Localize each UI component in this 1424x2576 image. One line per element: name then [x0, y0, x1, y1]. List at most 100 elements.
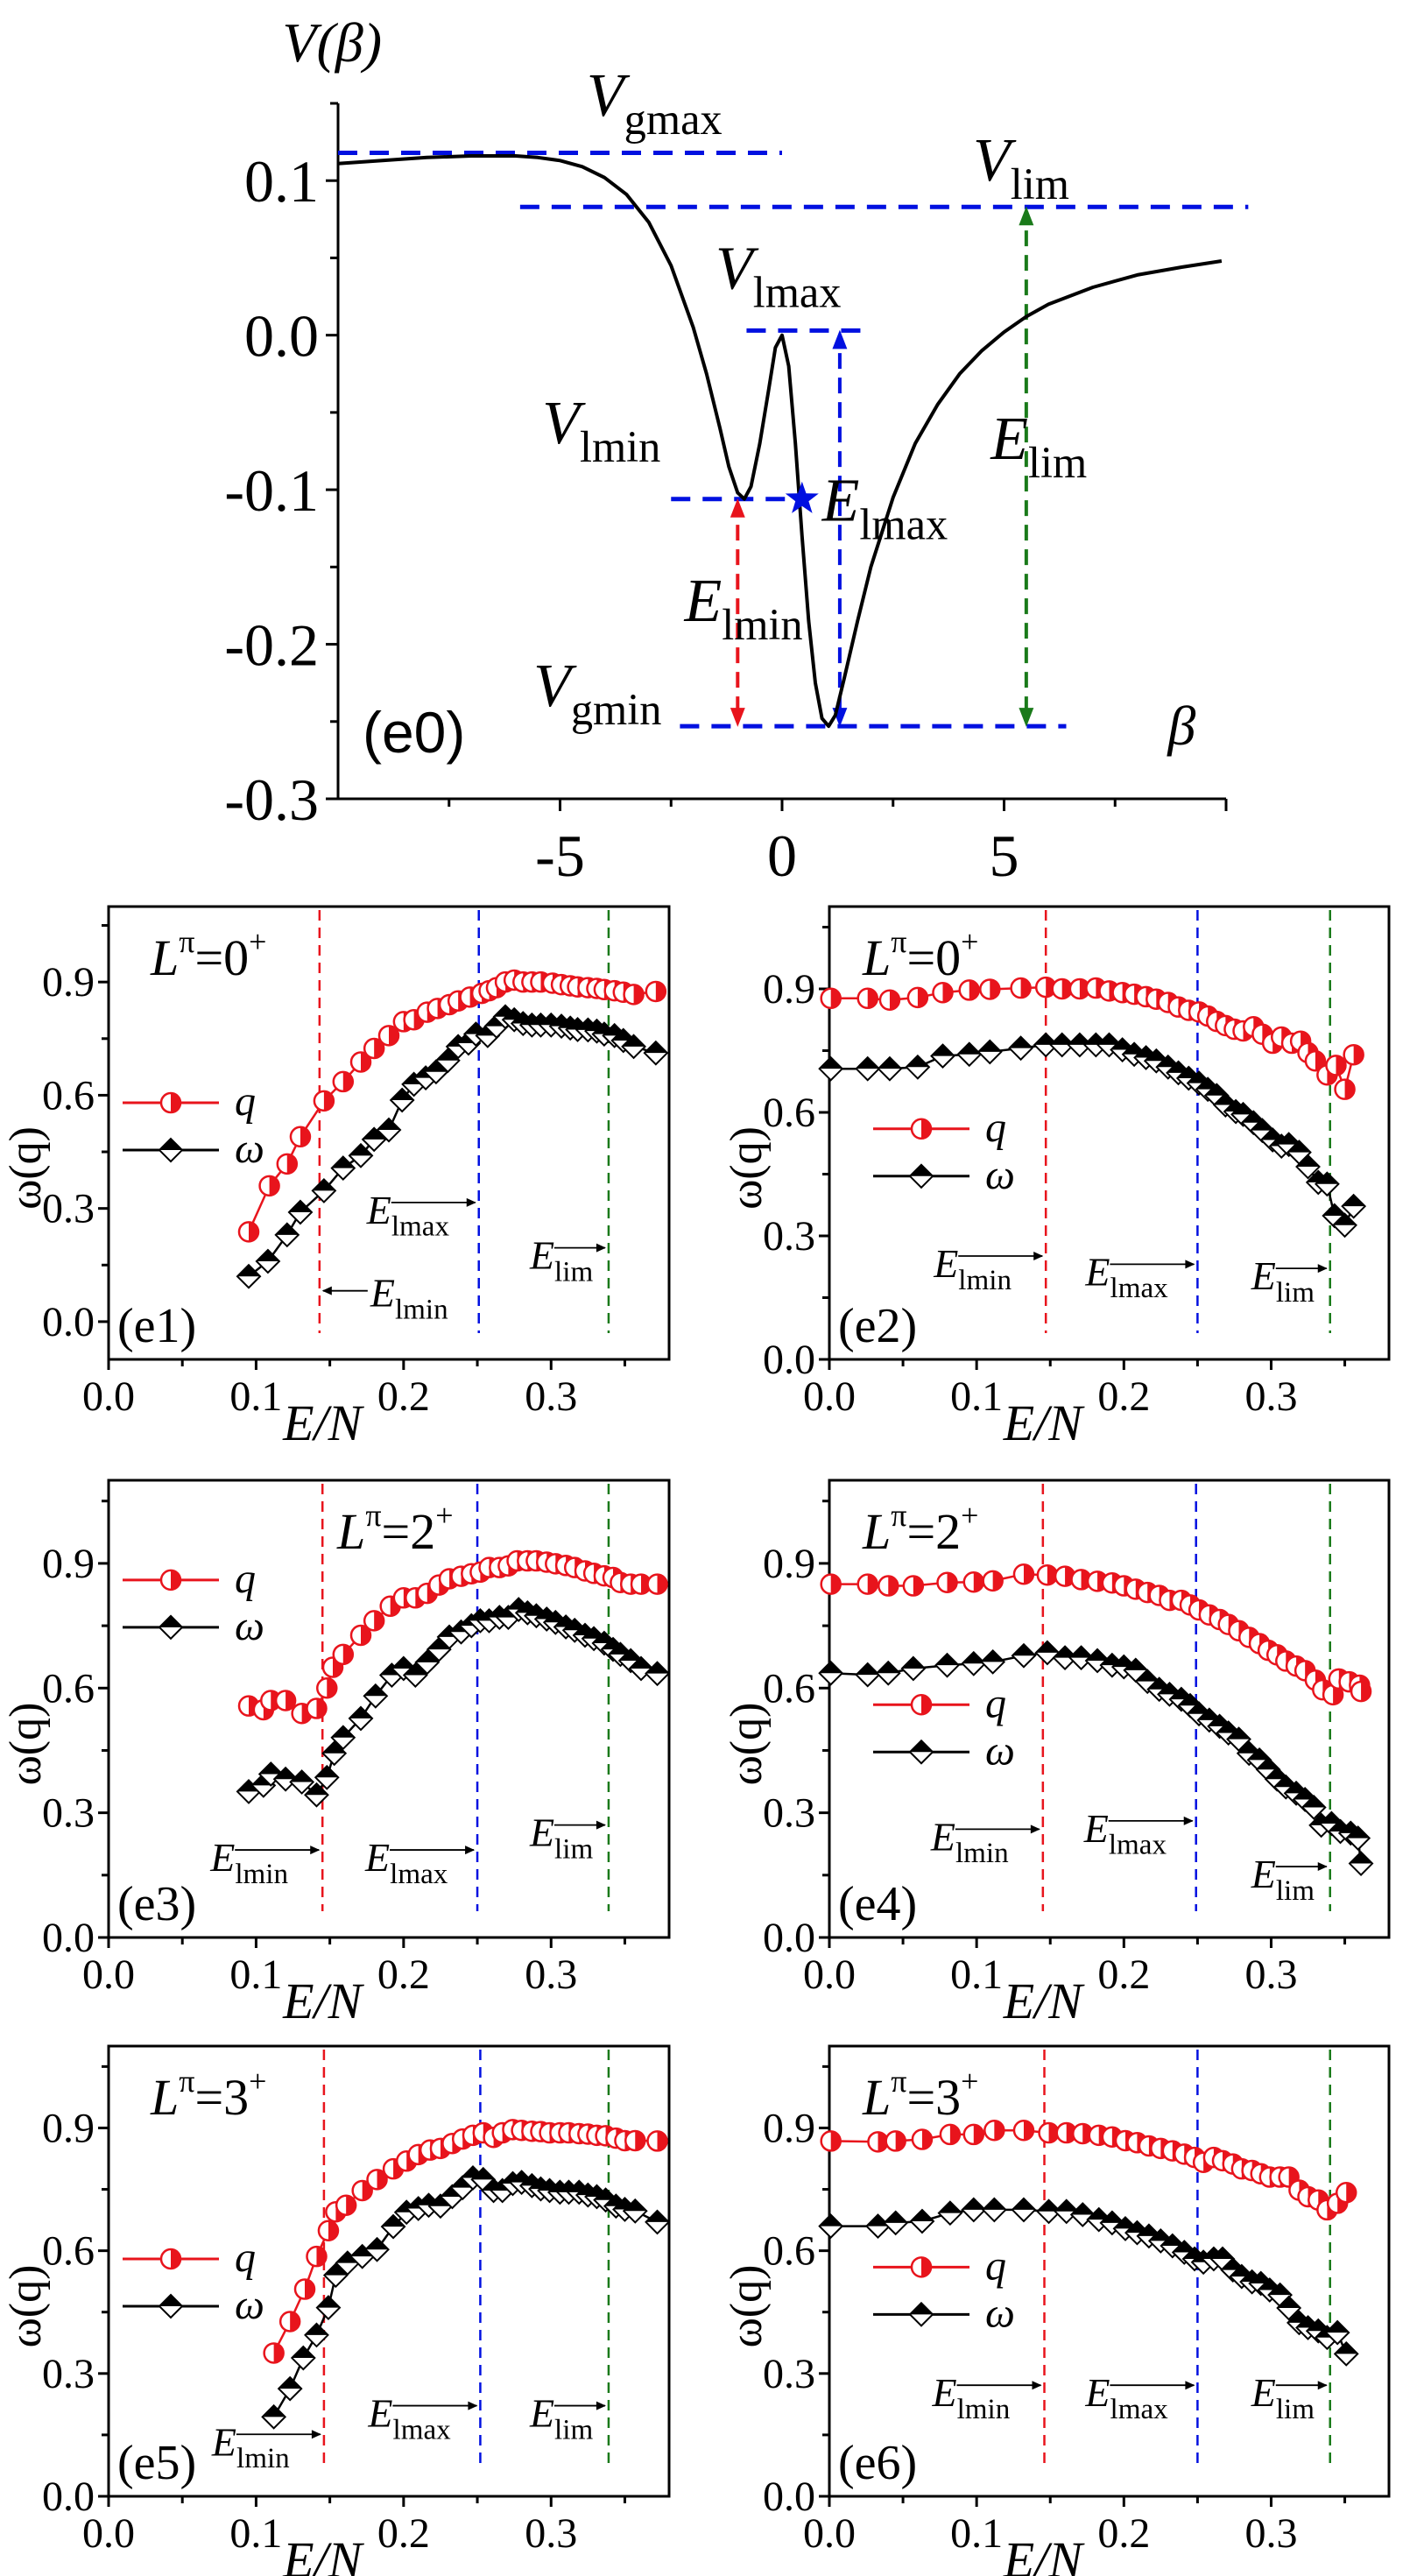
marker-fill: [635, 2130, 645, 2150]
x-tick-label: 0.3: [525, 1373, 577, 1420]
data-point: [979, 978, 1001, 1000]
marker-fill: [1137, 2224, 1160, 2236]
marker-fill: [346, 2195, 356, 2215]
x-tick-label: 0.0: [803, 1373, 856, 1420]
marker-fill: [901, 1656, 925, 1669]
data-point: [905, 1054, 931, 1080]
marker-fill: [992, 1570, 1003, 1591]
state-label: Lπ=0+: [862, 924, 978, 986]
marker-fill: [622, 1034, 645, 1047]
data-point: [1049, 1032, 1075, 1058]
marker-fill: [947, 1572, 957, 1592]
series-line: [247, 978, 656, 1232]
marker-fill: [1197, 1708, 1221, 1720]
data-point: [623, 984, 645, 1006]
y-tick-label: -0.1: [224, 457, 319, 524]
marker-fill: [274, 1768, 298, 1780]
data-point: [1343, 1043, 1364, 1066]
marker-fill: [1251, 1119, 1274, 1131]
x-tick-label: 0.1: [229, 1951, 282, 1998]
data-point: [982, 1570, 1004, 1592]
x-tick-label: 0.3: [1244, 1951, 1297, 1998]
data-point: [883, 2210, 909, 2236]
legend-marker: [159, 1569, 182, 1591]
legend-label: q: [235, 2234, 256, 2281]
marker-fill: [292, 2347, 315, 2359]
label-e-lmax-text: Elmax: [366, 1188, 450, 1243]
marker-fill: [910, 2209, 934, 2221]
data-point: [380, 2213, 406, 2240]
data-point: [236, 1263, 262, 1289]
data-point: [906, 986, 929, 1009]
data-point: [645, 2209, 670, 2235]
y-tick-label: 0.0: [763, 1337, 815, 1383]
vline-label-lmin: Elmin: [209, 1835, 321, 1890]
data-point: [875, 1660, 901, 1686]
label-e-lmax-text: Elmax: [1083, 1806, 1167, 1861]
data-point: [962, 1571, 985, 1593]
data-point: [287, 1199, 314, 1225]
annotation-v-lmax: Vlmax: [716, 236, 842, 317]
data-point: [272, 1766, 299, 1792]
arrow-head: [468, 2401, 478, 2410]
arrow-head: [1032, 2381, 1042, 2390]
marker-fill: [1048, 2123, 1059, 2143]
data-point: [1068, 1645, 1094, 1671]
panel-label: (e2): [838, 1299, 917, 1353]
data-point: [961, 1650, 987, 1676]
label-e-lmin-text: Elmin: [211, 2419, 290, 2474]
data-point: [983, 2120, 1005, 2142]
marker-fill: [931, 1044, 955, 1056]
marker-fill: [949, 2124, 960, 2144]
label-e-lmin: Elmin: [209, 1835, 288, 1890]
legend: qω: [123, 2234, 264, 2328]
legend-entry-q: q: [873, 1680, 1006, 1726]
data-point: [402, 1662, 428, 1688]
y-tick-label: 0.3: [42, 2351, 95, 2397]
data-point: [1012, 1563, 1035, 1585]
marker-fill: [316, 2247, 327, 2267]
x-tick-label: 0.2: [1097, 1373, 1150, 1420]
marker-fill: [657, 1574, 667, 1594]
legend-label: ω: [235, 1603, 264, 1649]
legend-entry-omega: ω: [873, 1727, 1015, 1774]
vline-label-lmax: Elmax: [367, 2391, 478, 2445]
data-point: [980, 1648, 1006, 1675]
legend-label: ω: [985, 2290, 1015, 2336]
label-e-lmax: Elmax: [1084, 2370, 1168, 2425]
data-point: [1341, 1193, 1367, 1219]
marker-fill: [365, 2238, 389, 2250]
marker-fill: [1274, 1775, 1298, 1788]
label-e-lim: Elim: [529, 1810, 594, 1866]
data-point: [293, 2278, 316, 2300]
arrow-head: [1317, 1264, 1328, 1274]
data-point: [1171, 2240, 1197, 2265]
series-omega: [818, 1640, 1374, 1876]
marker-fill: [630, 1656, 652, 1669]
legend-marker: [910, 1118, 933, 1140]
legend: qω: [873, 1680, 1015, 1774]
vline-label-lmin: Elmin: [321, 1271, 448, 1325]
marker-fill: [1342, 1195, 1365, 1207]
legend-label: q: [985, 1105, 1006, 1151]
marker-fill: [427, 1638, 451, 1650]
legend-marker: [158, 2293, 184, 2319]
marker-fill: [1054, 1646, 1077, 1658]
marker-fill: [1242, 1111, 1265, 1123]
legend-label: ω: [985, 1727, 1015, 1774]
label-e-lmax-text: Elmax: [1084, 2370, 1168, 2425]
annotation-v-lim: Vlim: [973, 127, 1069, 208]
marker-fill: [269, 1175, 279, 1196]
marker-fill: [391, 1089, 414, 1101]
vline-label-lim: Elim: [1251, 1852, 1328, 1907]
panel-label: (e3): [117, 1877, 196, 1931]
label-e-lim: Elim: [1251, 1852, 1315, 1907]
arrow-head: [311, 2430, 321, 2439]
marker-fill: [957, 1042, 981, 1055]
y-tick-label: 0.0: [763, 2474, 815, 2520]
y-tick-label: -0.2: [224, 612, 319, 679]
marker-fill: [328, 2220, 338, 2241]
annotation-v-gmin-text: Vgmin: [533, 653, 661, 734]
data-point: [900, 1655, 927, 1682]
